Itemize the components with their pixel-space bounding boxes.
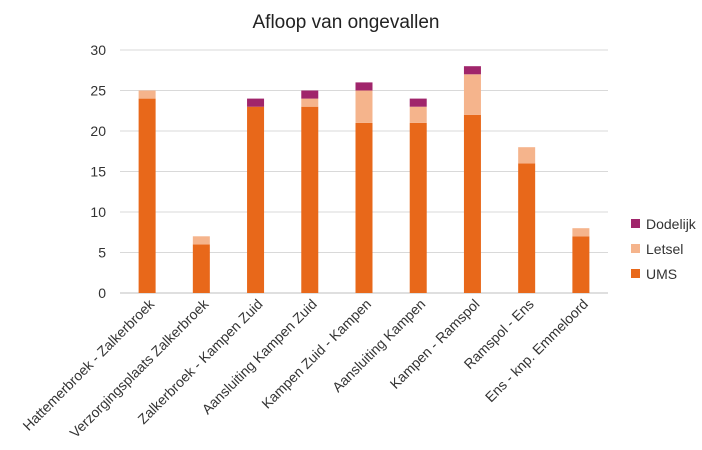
- bar-ums-1: [192, 244, 210, 293]
- bar-dodelijk-5: [409, 98, 427, 107]
- bar-dodelijk-3: [301, 90, 319, 99]
- x-tick-label: Aansluiting Kampen: [329, 296, 428, 395]
- legend-swatch-letsel: [631, 244, 640, 253]
- bar-dodelijk-4: [355, 82, 373, 91]
- bar-letsel-4: [355, 90, 373, 123]
- bar-letsel-0: [138, 90, 156, 99]
- x-axis-ticks: Hattemerbroek - ZalkerbroekVerzorgingspl…: [19, 295, 591, 441]
- y-tick-label: 15: [90, 164, 106, 180]
- y-tick-label: 0: [98, 285, 106, 301]
- x-tick-label: Kampen Zuid - Kampen: [258, 296, 374, 412]
- bar-ums-4: [355, 122, 373, 294]
- bar-dodelijk-6: [463, 66, 481, 75]
- bar-letsel-6: [463, 74, 481, 115]
- y-tick-label: 30: [90, 42, 106, 58]
- legend: Dodelijk Letsel UMS: [631, 216, 697, 282]
- bar-ums-0: [138, 98, 156, 293]
- bar-dodelijk-2: [247, 98, 265, 107]
- legend-swatch-ums: [631, 269, 640, 278]
- bar-letsel-1: [192, 236, 210, 245]
- legend-label-dodelijk: Dodelijk: [646, 216, 697, 232]
- bar-ums-3: [301, 106, 319, 293]
- legend-label-letsel: Letsel: [646, 241, 683, 257]
- x-tick-label: Kampen - Ramspol: [387, 296, 483, 392]
- legend-swatch-dodelijk: [631, 219, 640, 228]
- y-tick-label: 20: [90, 123, 106, 139]
- y-tick-label: 5: [98, 245, 106, 261]
- x-tick-label: Ens - knp. Emmeloord: [482, 296, 591, 405]
- bar-ums-5: [409, 122, 427, 294]
- bar-letsel-8: [572, 228, 590, 237]
- bars: [138, 66, 590, 294]
- chart-title: Afloop van ongevallen: [253, 12, 440, 33]
- bar-ums-6: [463, 114, 481, 293]
- bar-letsel-5: [409, 106, 427, 123]
- bar-ums-8: [572, 236, 590, 293]
- bar-ums-7: [518, 163, 536, 293]
- bar-letsel-7: [518, 147, 536, 164]
- y-tick-label: 10: [90, 204, 106, 220]
- y-axis-ticks: 0 5 10 15 20 25 30: [90, 42, 106, 301]
- y-tick-label: 25: [90, 83, 106, 99]
- bar-ums-2: [247, 106, 265, 293]
- bar-letsel-3: [301, 98, 319, 107]
- legend-label-ums: UMS: [646, 266, 677, 282]
